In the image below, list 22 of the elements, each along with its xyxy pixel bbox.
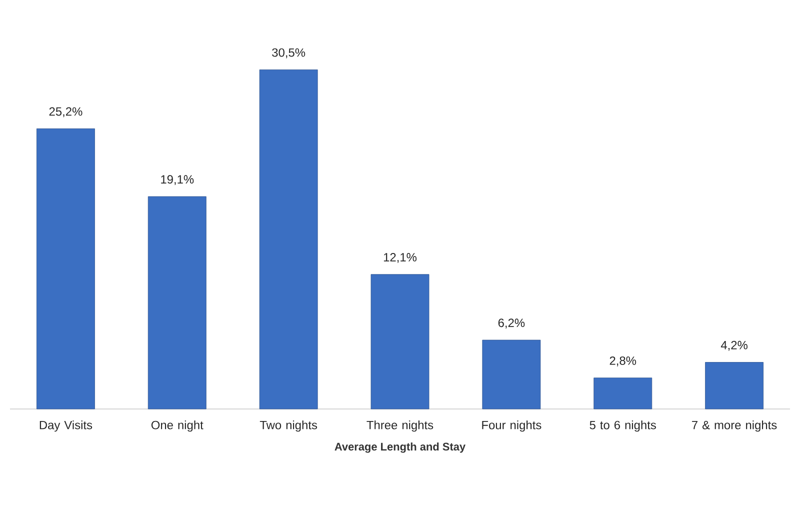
data-label: 2,8% bbox=[610, 356, 636, 366]
data-label: 19,1% bbox=[161, 175, 194, 186]
bar bbox=[148, 196, 206, 410]
data-label: 4,2% bbox=[720, 340, 748, 351]
x-tick-label: One night bbox=[151, 420, 204, 432]
data-label: 30,5% bbox=[272, 48, 306, 58]
x-tick-label: Day Visits bbox=[40, 420, 92, 432]
x-tick-label: 5 to 6 nights bbox=[590, 420, 656, 432]
bar bbox=[259, 70, 318, 410]
data-label: 6,2% bbox=[498, 318, 525, 329]
data-label: 25,2% bbox=[49, 107, 82, 118]
x-tick-label: Four nights bbox=[482, 420, 542, 432]
x-tick-label: Three nights bbox=[366, 420, 434, 432]
x-tick-label: Two nights bbox=[260, 420, 318, 432]
bar bbox=[370, 274, 430, 410]
bar bbox=[594, 378, 652, 410]
data-label: 12,1% bbox=[384, 253, 417, 263]
bar bbox=[36, 128, 95, 410]
bar bbox=[482, 340, 541, 410]
x-axis-title: Average Length and Stay bbox=[334, 442, 466, 453]
bar bbox=[705, 362, 764, 410]
x-tick-label: 7 & more nights bbox=[692, 420, 777, 432]
